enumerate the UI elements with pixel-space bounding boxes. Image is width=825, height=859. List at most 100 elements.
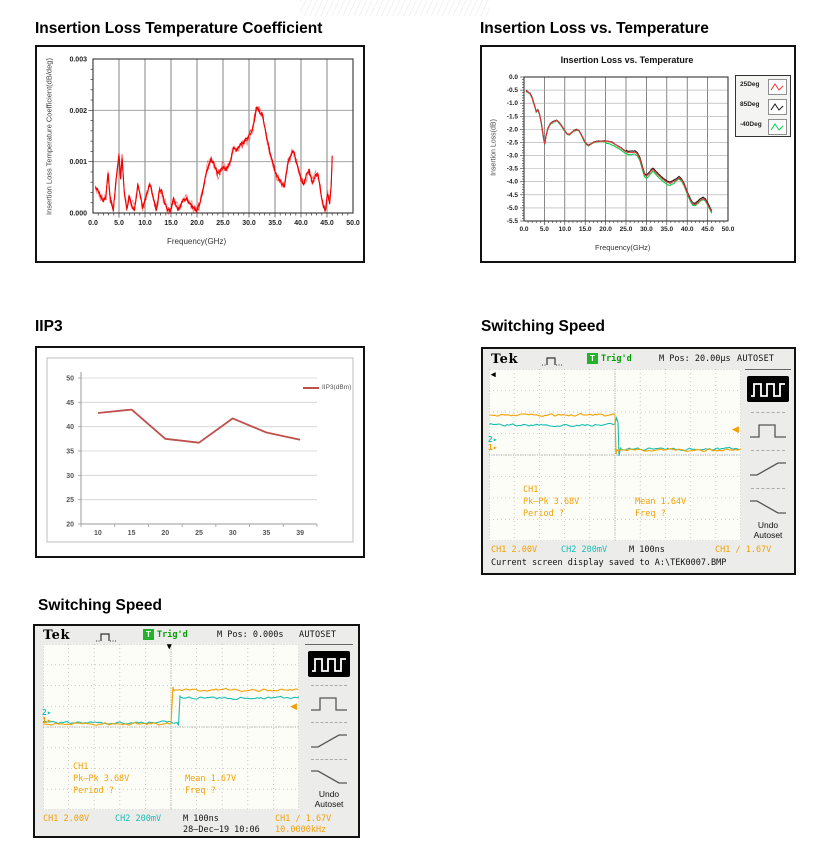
square-wave-option-icon[interactable] bbox=[747, 376, 789, 402]
autoset-menu: Undo Autoset bbox=[305, 644, 353, 811]
acquisition-pulse-icon bbox=[542, 357, 562, 366]
ch2-marker[interactable]: 2▸ bbox=[42, 708, 52, 717]
legend[interactable]: IIP3(dBm) bbox=[303, 384, 351, 391]
status-ch1-scale: CH1 2.00V bbox=[491, 545, 538, 555]
single-pulse-option-icon[interactable] bbox=[309, 693, 349, 713]
meas-pkpk: Pk–Pk 3.68V bbox=[523, 497, 580, 507]
svg-text:10.0: 10.0 bbox=[558, 226, 571, 233]
tek-logo: Tek bbox=[491, 352, 518, 367]
undo-autoset-button[interactable]: Undo Autoset bbox=[745, 520, 791, 540]
svg-text:45.0: 45.0 bbox=[320, 220, 334, 227]
trace-25Deg bbox=[525, 90, 713, 213]
trigger-level-arrow-icon[interactable]: ◀ bbox=[290, 701, 297, 711]
meas-channel: CH1 bbox=[523, 485, 539, 495]
svg-text:0.002: 0.002 bbox=[69, 108, 87, 115]
svg-text:30: 30 bbox=[66, 473, 74, 480]
scope-graticule-and-traces bbox=[489, 369, 741, 541]
legend-item--40deg[interactable]: -40Deg bbox=[736, 116, 790, 136]
chart-iip3: 20 25 30 35 40 45 50 10 15 20 25 30 35 39 IIP3(dBm) bbox=[35, 346, 365, 558]
autoset-menu: Undo Autoset bbox=[745, 369, 791, 542]
svg-text:15: 15 bbox=[128, 530, 136, 537]
svg-text:-0.5: -0.5 bbox=[507, 87, 519, 94]
chart-il-temp-coeff: 0.0 5.0 10.0 15.0 20.0 25.0 30.0 35.0 40.0 45.0 50… bbox=[35, 45, 365, 263]
svg-text:-5.5: -5.5 bbox=[507, 218, 519, 225]
chart-il-vs-temp: 0.0 5.0 10.0 15.0 20.0 25.0 30.0 35.0 40.0 45.0 50… bbox=[480, 45, 796, 263]
meas-period: Period ? bbox=[523, 509, 564, 519]
trigger-level-arrow-icon[interactable]: ◀ bbox=[732, 424, 739, 434]
legend-item-25deg[interactable]: 25Deg bbox=[736, 76, 790, 96]
legend-swatch-85deg-icon bbox=[768, 99, 787, 115]
svg-text:-2.0: -2.0 bbox=[507, 126, 519, 133]
trigger-status-icon: T bbox=[143, 629, 154, 640]
rising-ramp-option-icon[interactable] bbox=[748, 458, 788, 478]
undo-autoset-button[interactable]: Undo Autoset bbox=[305, 789, 353, 809]
scope-graticule-and-traces bbox=[43, 644, 299, 810]
svg-text:0.001: 0.001 bbox=[69, 159, 87, 166]
section-title-switching-speed-1: Switching Speed bbox=[481, 318, 606, 335]
ch1-marker[interactable]: 1▸ bbox=[42, 716, 52, 725]
svg-text:35: 35 bbox=[66, 449, 74, 456]
autoset-menu-title[interactable]: AUTOSET bbox=[737, 354, 775, 364]
x-axis-label: Frequency(GHz) bbox=[167, 237, 227, 246]
svg-text:25.0: 25.0 bbox=[620, 226, 633, 233]
svg-text:-1.0: -1.0 bbox=[507, 100, 519, 107]
status-ch2-scale: CH2 200mV bbox=[561, 545, 608, 555]
undo-autoset-line1: Undo bbox=[757, 520, 779, 530]
svg-text:25: 25 bbox=[66, 497, 74, 504]
ch1-marker[interactable]: 1▸ bbox=[488, 443, 498, 452]
falling-ramp-option-icon[interactable] bbox=[309, 766, 349, 786]
trigger-position-arrow-icon: ▾ bbox=[167, 641, 172, 651]
ch2-marker[interactable]: 2▸ bbox=[488, 435, 498, 444]
x-axis-label: Frequency(GHz) bbox=[595, 243, 651, 252]
svg-text:20: 20 bbox=[66, 522, 74, 529]
svg-text:25: 25 bbox=[195, 530, 203, 537]
single-pulse-option-icon[interactable] bbox=[748, 420, 788, 440]
svg-text:50: 50 bbox=[66, 376, 74, 383]
legend-swatch-25deg-icon bbox=[768, 79, 787, 95]
menu-separator bbox=[751, 488, 785, 489]
svg-text:50.0: 50.0 bbox=[346, 220, 360, 227]
m-pos-readout: M Pos: 20.00µs bbox=[659, 354, 731, 364]
rising-ramp-option-icon[interactable] bbox=[309, 730, 349, 750]
svg-text:-1.5: -1.5 bbox=[507, 113, 519, 120]
legend-swatch--40deg-icon bbox=[768, 119, 787, 135]
meas-freq: Freq ? bbox=[185, 786, 216, 796]
meas-pkpk: Pk–Pk 3.68V bbox=[73, 774, 130, 784]
svg-text:40: 40 bbox=[66, 424, 74, 431]
trigger-position-arrow-icon: ◂ bbox=[491, 369, 496, 379]
trigger-status-label: Trig'd bbox=[601, 354, 632, 364]
square-wave-option-icon[interactable] bbox=[308, 651, 350, 677]
meas-period: Period ? bbox=[73, 786, 114, 796]
legend-item-85deg[interactable]: 85Deg bbox=[736, 96, 790, 116]
status-ch2-scale: CH2 200mV bbox=[115, 814, 162, 824]
legend-label: 85Deg bbox=[740, 101, 760, 108]
svg-text:-4.0: -4.0 bbox=[507, 179, 519, 186]
undo-autoset-line1: Undo bbox=[318, 789, 340, 799]
trace-ch1 bbox=[489, 412, 741, 455]
svg-text:30.0: 30.0 bbox=[640, 226, 653, 233]
autoset-menu-title[interactable]: AUTOSET bbox=[299, 630, 337, 640]
menu-separator bbox=[751, 412, 785, 413]
menu-separator bbox=[311, 685, 347, 686]
section-title-il-vs-temp: Insertion Loss vs. Temperature bbox=[480, 20, 709, 37]
legend-label: IIP3(dBm) bbox=[322, 384, 352, 391]
svg-text:45: 45 bbox=[66, 400, 74, 407]
svg-text:30: 30 bbox=[229, 530, 237, 537]
status-trigger-level: CH1 ∕ 1.67V bbox=[275, 814, 332, 824]
svg-text:0.0: 0.0 bbox=[88, 220, 98, 227]
falling-ramp-option-icon[interactable] bbox=[748, 496, 788, 516]
svg-text:30.0: 30.0 bbox=[242, 220, 256, 227]
svg-text:-3.0: -3.0 bbox=[507, 153, 519, 160]
svg-text:-3.5: -3.5 bbox=[507, 166, 519, 173]
status-trigger-level: CH1 ∕ 1.67V bbox=[715, 545, 772, 555]
y-axis-label: Insertion Loss Temperature Coefficient(d… bbox=[44, 58, 54, 215]
meas-freq: Freq ? bbox=[635, 509, 666, 519]
status-datetime: 28–Dec–19 10:06 bbox=[183, 825, 260, 835]
graticule bbox=[489, 369, 741, 541]
undo-autoset-line2: Autoset bbox=[753, 530, 783, 540]
acquisition-pulse-icon bbox=[96, 633, 116, 642]
svg-text:15.0: 15.0 bbox=[164, 220, 178, 227]
svg-text:50.0: 50.0 bbox=[722, 226, 735, 233]
svg-text:35: 35 bbox=[263, 530, 271, 537]
legend-label: 25Deg bbox=[740, 81, 760, 88]
